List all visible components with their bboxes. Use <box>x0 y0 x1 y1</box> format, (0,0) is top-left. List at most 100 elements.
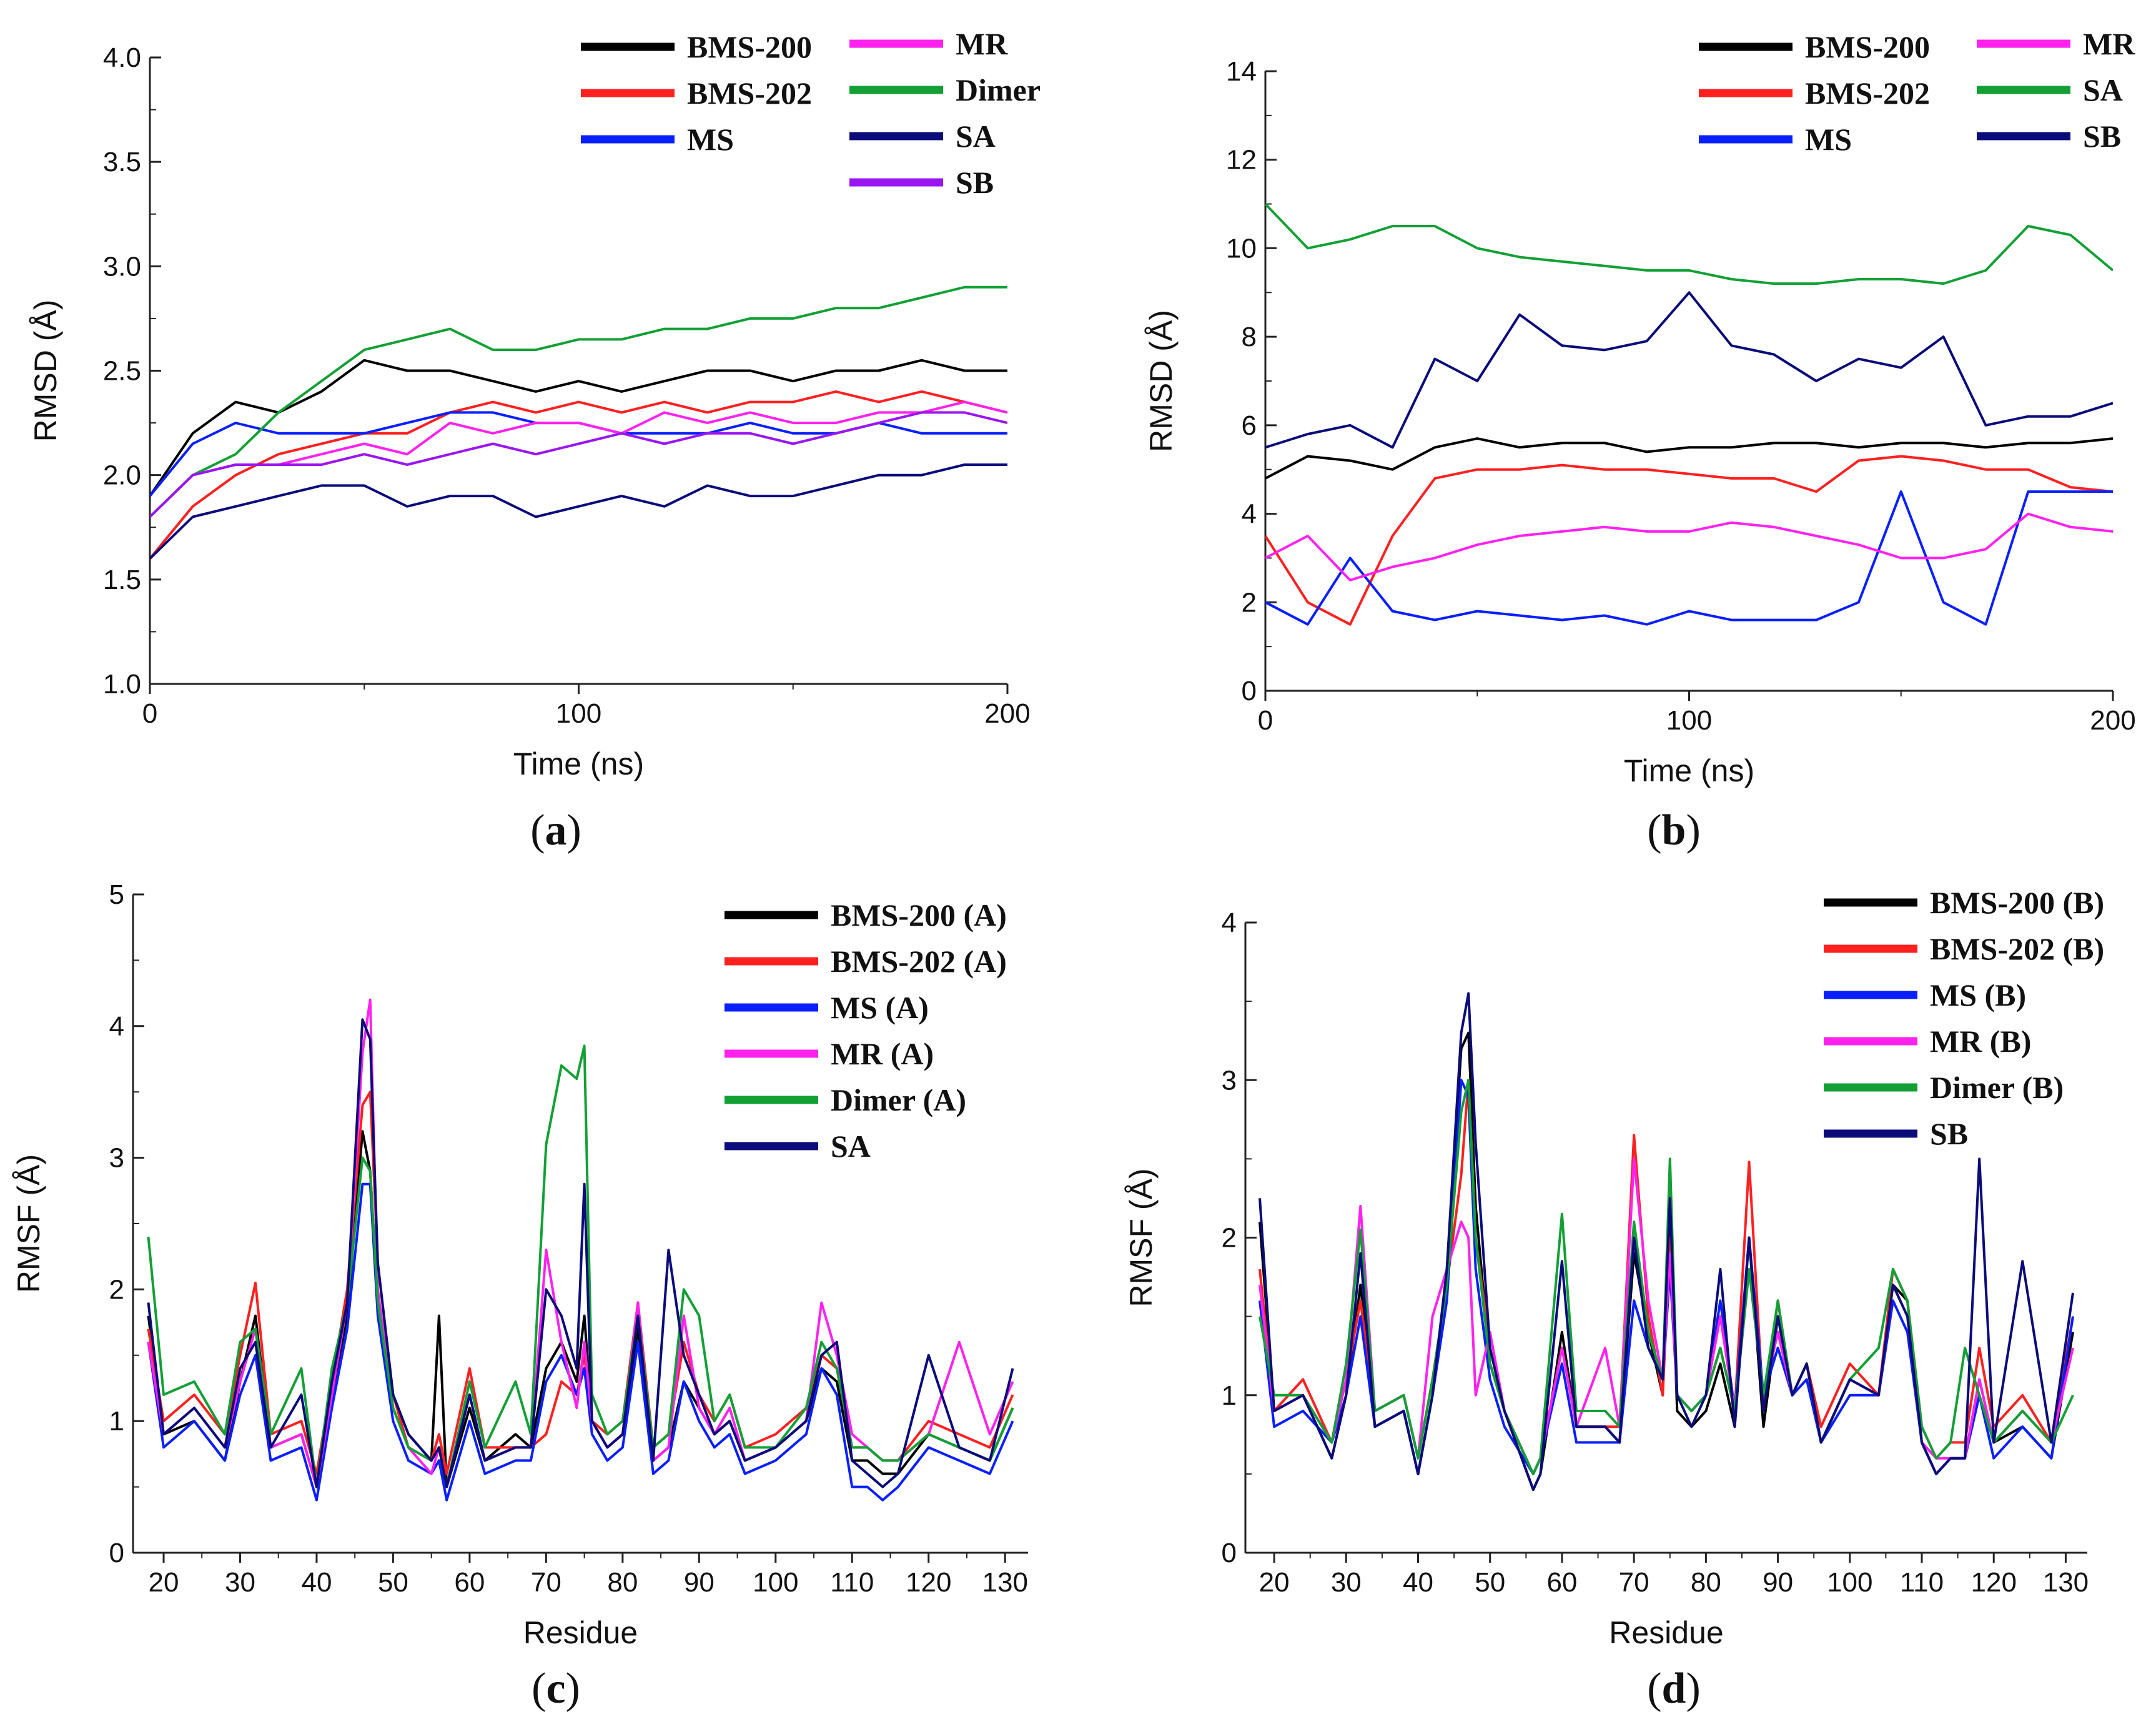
x-axis-title: Residue <box>523 1615 638 1650</box>
x-axis-title: Time (ns) <box>513 746 644 781</box>
legend-label: SB <box>1930 1116 1968 1151</box>
panel-c: 0 1 2 3 4 5 20 30 40 50 60 70 80 90 100 110 120 130 Residu… <box>11 879 1028 1713</box>
series-line <box>1265 512 2113 581</box>
x-tick-label: 40 <box>301 1567 332 1598</box>
legend-label: MR (A) <box>831 1036 934 1071</box>
x-tick-label: 50 <box>1475 1567 1505 1598</box>
y-tick-label: 5 <box>109 879 124 910</box>
legend-label: BMS-200 (A) <box>831 898 1007 933</box>
x-tick-label: 70 <box>1619 1567 1649 1598</box>
legend-label: SB <box>956 165 994 200</box>
legend-label: BMS-200 <box>1805 29 1930 64</box>
y-tick-label: 1.5 <box>103 565 141 595</box>
y-tick-label: 2.0 <box>103 460 141 491</box>
legend-label: MS <box>1805 122 1852 157</box>
y-tick-label: 1.0 <box>103 669 141 700</box>
y-tick-label: 3.0 <box>103 251 141 282</box>
series-line <box>150 463 1007 560</box>
x-tick-label: 130 <box>2043 1567 2089 1598</box>
y-tick-label: 14 <box>1226 56 1257 87</box>
x-tick-label: 60 <box>454 1567 485 1598</box>
panel-b: 0 2 4 6 8 10 12 14 0 100 200 Time (ns) RMSD (Å) BMS-2… <box>1144 26 2136 854</box>
x-tick-label: 70 <box>531 1567 561 1598</box>
x-tick-label: 80 <box>1691 1567 1721 1598</box>
series-line <box>1265 203 2113 285</box>
x-tick-label: 50 <box>378 1567 408 1598</box>
y-tick-label: 10 <box>1226 233 1257 264</box>
legend-label: SB <box>2083 119 2121 154</box>
y-axis-title: RMSF (Å) <box>11 1154 46 1293</box>
series-line <box>1265 437 2113 480</box>
legend-label: SA <box>2083 72 2123 107</box>
series-line <box>147 998 1014 1488</box>
legend-label: BMS-202 (B) <box>1930 931 2104 966</box>
series-line <box>150 285 1007 518</box>
y-tick-label: 2 <box>1222 1223 1237 1254</box>
x-tick-label: 100 <box>1827 1567 1872 1598</box>
y-tick-label: 6 <box>1242 410 1257 441</box>
series-line <box>150 400 1007 518</box>
panel-d: 0 1 2 3 4 20 30 40 50 60 70 80 90 100 110 120 130 Residue… <box>1124 885 2104 1713</box>
legend-label: BMS-202 <box>1805 76 1930 111</box>
y-tick-label: 0 <box>1242 676 1257 706</box>
x-tick-label: 100 <box>556 698 601 729</box>
y-tick-label: 8 <box>1242 322 1257 352</box>
x-tick-label: 100 <box>753 1567 798 1598</box>
panel-label: (d) <box>1647 1665 1701 1713</box>
legend-label: Dimer (A) <box>831 1082 966 1117</box>
legend-label: MR <box>2083 26 2135 61</box>
y-tick-label: 2.5 <box>103 356 141 387</box>
x-tick-label: 0 <box>1258 705 1273 736</box>
y-tick-label: 3 <box>1222 1065 1237 1096</box>
x-axis-title: Residue <box>1609 1615 1723 1650</box>
legend-label: Dimer <box>956 72 1041 107</box>
x-tick-label: 120 <box>906 1567 951 1598</box>
x-tick-label: 90 <box>684 1567 715 1598</box>
legend-label: MS (A) <box>831 990 929 1025</box>
x-axis-title: Time (ns) <box>1624 753 1754 788</box>
y-tick-label: 3 <box>109 1143 124 1174</box>
y-tick-label: 4.0 <box>103 42 141 73</box>
panel-a: 1.0 1.5 2.0 2.5 3.0 3.5 4.0 0 100 200 Time (ns) RMS… <box>28 26 1041 854</box>
panel-label: (c) <box>532 1665 580 1713</box>
series-line <box>150 359 1007 497</box>
y-tick-label: 0 <box>1222 1538 1237 1568</box>
x-tick-label: 90 <box>1763 1567 1793 1598</box>
legend-label: Dimer (B) <box>1930 1070 2064 1105</box>
legend-label: MS (B) <box>1930 977 2026 1012</box>
panel-label: (a) <box>530 806 581 854</box>
series-line <box>147 1018 1014 1488</box>
y-axis-title: RMSF (Å) <box>1124 1168 1159 1307</box>
legend-label: SA <box>956 119 996 154</box>
y-tick-label: 4 <box>1222 908 1237 938</box>
x-tick-label: 40 <box>1403 1567 1433 1598</box>
y-tick-label: 3.5 <box>103 147 141 177</box>
legend-label: BMS-200 <box>687 29 812 64</box>
y-tick-label: 0 <box>109 1538 124 1568</box>
x-tick-label: 110 <box>1900 1567 1944 1598</box>
legend-label: MR <box>956 26 1008 61</box>
series-line <box>150 390 1007 560</box>
y-tick-label: 4 <box>1242 499 1257 530</box>
y-tick-label: 2 <box>109 1274 124 1305</box>
y-tick-label: 2 <box>1242 587 1257 618</box>
legend-label: SA <box>831 1129 871 1164</box>
x-tick-label: 80 <box>607 1567 638 1598</box>
panel-label: (b) <box>1647 806 1701 854</box>
x-tick-label: 20 <box>1259 1567 1290 1598</box>
x-tick-label: 60 <box>1546 1567 1577 1598</box>
series-line <box>1258 992 2074 1492</box>
x-tick-label: 130 <box>982 1567 1028 1598</box>
y-tick-label: 1 <box>109 1406 124 1437</box>
legend-label: BMS-202 (A) <box>831 944 1007 979</box>
legend-label: BMS-202 <box>687 76 812 111</box>
x-tick-label: 110 <box>830 1567 874 1598</box>
series-line <box>1265 455 2113 626</box>
y-axis-title: RMSD (Å) <box>1144 310 1179 452</box>
series-line <box>1265 291 2113 449</box>
x-tick-label: 120 <box>1971 1567 2017 1598</box>
x-tick-label: 200 <box>984 698 1030 729</box>
y-tick-label: 4 <box>109 1011 124 1042</box>
